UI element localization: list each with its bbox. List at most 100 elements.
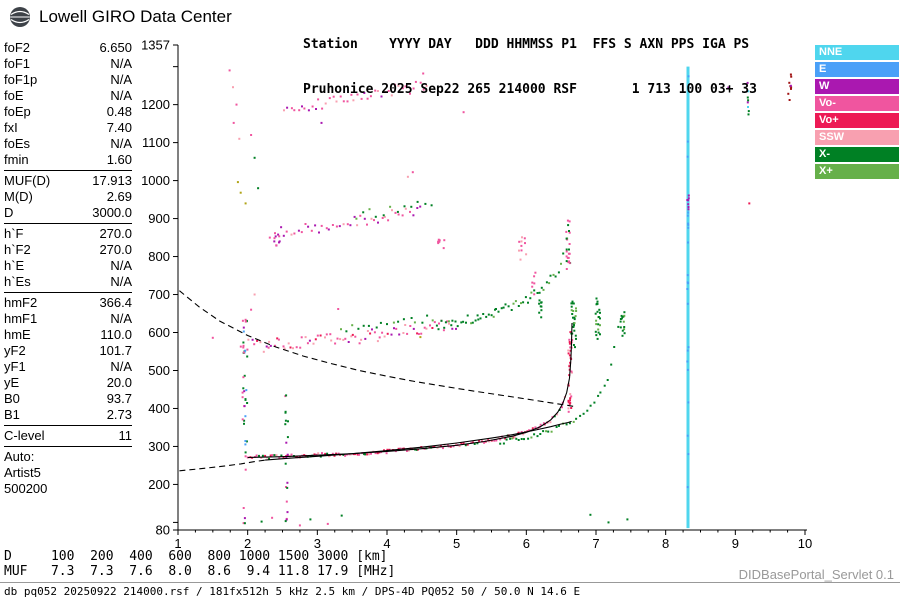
param-row-yE: yE 20.0 [4,375,132,391]
svg-text:700: 700 [148,287,170,302]
legend-item-SSW: SSW [815,130,899,145]
svg-text:1100: 1100 [142,135,170,150]
param-group-divider [4,223,132,224]
param-value: 93.7 [106,391,132,406]
param-label: hmF1 [4,311,38,326]
param-group-divider [4,170,132,171]
param-value: N/A [110,56,132,71]
param-value: 3000.0 [92,205,132,220]
fitted-trace [247,322,573,459]
svg-text:2: 2 [244,536,251,551]
param-row-foEs: foEs N/A [4,136,132,152]
param-label: yF1 [4,359,26,374]
param-value: 20.0 [106,375,132,390]
true-height-profile [265,420,572,461]
param-row-hmE: hmE 110.0 [4,327,132,343]
param-row-M(D): M(D) 2.69 [4,189,132,205]
param-value: 7.40 [106,120,132,135]
legend-item-Vo-: Vo- [815,96,899,111]
svg-text:5: 5 [453,536,460,551]
legend-item-Vo+: Vo+ [815,113,899,128]
param-label: foF1p [4,72,38,87]
param-label: B0 [4,391,20,406]
param-row-h`F: h`F 270.0 [4,226,132,242]
param-value: 17.913 [92,173,132,188]
param-row-foEp: foEp 0.48 [4,104,132,120]
param-label: MUF(D) [4,173,51,188]
legend-item-X+: X+ [815,164,899,179]
logo-text: Lowell GIRO Data Center [39,7,232,26]
param-label: B1 [4,407,20,422]
profile-extension [179,459,266,472]
autoscaling-info-line: Auto: [4,449,35,464]
param-value: 101.7 [99,343,132,358]
param-label: fxI [4,120,18,135]
param-row-yF1: yF1 N/A [4,359,132,375]
muf-table-muf-row: MUF 7.3 7.3 7.6 8.0 8.6 9.4 11.8 17.9 [M… [4,564,396,579]
station-header-columns: Station YYYY DAY DDD HHMMSS P1 FFS S AXN… [303,37,750,52]
giro-logo-icon [10,7,30,27]
legend-item-NNE: NNE [815,45,899,60]
interference-line [686,66,690,529]
param-row-h`E: h`E N/A [4,258,132,274]
svg-text:600: 600 [148,325,170,340]
artist-curves [179,290,577,472]
muf-table-d-row: D 100 200 400 600 800 1000 1500 3000 [km… [4,549,388,564]
param-row-yF2: yF2 101.7 [4,343,132,359]
param-label: h`F2 [4,242,31,257]
param-value: 11 [118,428,133,443]
svg-text:1000: 1000 [141,173,170,188]
svg-text:800: 800 [148,249,170,264]
param-label: hmF2 [4,295,38,310]
svg-text:200: 200 [148,477,170,492]
station-header-values: Pruhonice 2025 Sep22 265 214000 RSF 1 71… [303,82,757,97]
param-row-B1: B1 2.73 [4,407,132,423]
legend-item-W: W [815,79,899,94]
param-group-divider [4,292,132,293]
param-row-foE: foE N/A [4,88,132,104]
param-value: 366.4 [99,295,132,310]
param-label: C-level [4,428,45,443]
param-value: 270.0 [99,242,132,257]
param-row-h`F2: h`F2 270.0 [4,242,132,258]
legend-item-E: E [815,62,899,77]
param-label: foF1 [4,56,31,71]
param-row-h`Es: h`Es N/A [4,274,132,290]
param-row-B0: B0 93.7 [4,391,132,407]
svg-text:7: 7 [592,536,599,551]
param-row-foF1: foF1 N/A [4,56,132,72]
echo-dots [211,66,793,529]
param-value: 270.0 [99,226,132,241]
status-bar: db pq052 20250922 214000.rsf / 181fx512h… [0,582,900,600]
param-label: yE [4,375,20,390]
muf-d-table: D 100 200 400 600 800 1000 1500 3000 [km… [4,549,395,579]
servlet-version-label: DIDBasePortal_Servlet 0.1 [738,567,894,582]
status-bar-text: db pq052 20250922 214000.rsf / 181fx512h… [4,585,581,598]
svg-text:1357: 1357 [141,38,170,53]
param-label: foF2 [4,40,31,55]
param-label: foEp [4,104,31,119]
param-row-D: D 3000.0 [4,205,132,221]
param-label: M(D) [4,189,33,204]
svg-text:900: 900 [148,211,170,226]
svg-text:1: 1 [174,536,181,551]
param-value: 1.60 [106,152,132,167]
station-header: Station YYYY DAY DDD HHMMSS P1 FFS S AXN… [303,7,757,112]
param-value: 6.650 [99,40,132,55]
param-value: N/A [110,88,132,103]
param-value: 0.48 [106,104,132,119]
param-label: hmE [4,327,31,342]
param-row-foF2: foF2 6.650 [4,40,132,56]
svg-text:1200: 1200 [141,97,170,112]
param-row-foF1p: foF1p N/A [4,72,132,88]
param-value: N/A [110,311,132,326]
param-label: h`Es [4,274,31,289]
param-row-MUF(D): MUF(D) 17.913 [4,173,132,189]
param-group-divider [4,446,132,447]
param-value: N/A [110,274,132,289]
svg-text:400: 400 [148,401,170,416]
param-label: yF2 [4,343,26,358]
svg-text:80: 80 [156,523,170,538]
svg-text:8: 8 [662,536,669,551]
